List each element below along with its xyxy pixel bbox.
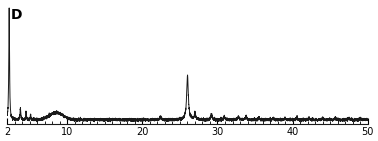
- Text: D: D: [11, 8, 22, 22]
